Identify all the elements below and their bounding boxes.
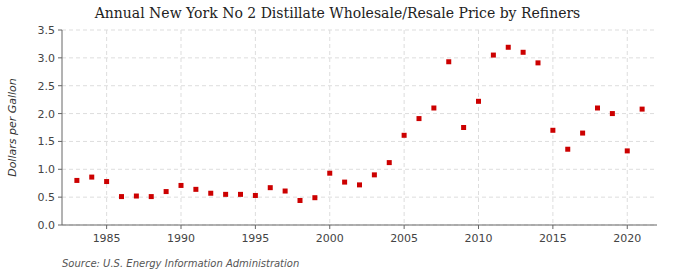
x-tick xyxy=(106,225,107,229)
y-tick-label: 0.5 xyxy=(38,191,56,204)
x-tick xyxy=(627,225,628,229)
x-grid-line xyxy=(329,30,330,225)
point xyxy=(446,59,451,64)
y-tick-label: 2.0 xyxy=(38,108,56,121)
chart-container: Annual New York No 2 Distillate Wholesal… xyxy=(0,0,675,275)
x-tick-label: 1990 xyxy=(167,232,195,245)
x-tick xyxy=(478,225,479,229)
y-grid-line xyxy=(62,30,657,31)
y-tick xyxy=(58,169,62,170)
x-grid-line xyxy=(404,30,405,225)
y-grid-line xyxy=(62,225,657,226)
point xyxy=(283,189,288,194)
y-grid-line xyxy=(62,169,657,170)
point xyxy=(253,193,258,198)
y-grid-line xyxy=(62,141,657,142)
y-tick-label: 1.5 xyxy=(38,135,56,148)
point xyxy=(387,160,392,165)
point xyxy=(312,195,317,200)
x-grid-line xyxy=(478,30,479,225)
x-tick-label: 1995 xyxy=(241,232,269,245)
x-grid-line xyxy=(181,30,182,225)
point xyxy=(357,182,362,187)
point xyxy=(164,189,169,194)
point xyxy=(74,178,79,183)
y-grid-line xyxy=(62,57,657,58)
y-tick xyxy=(58,57,62,58)
point xyxy=(238,192,243,197)
point xyxy=(134,194,139,199)
point xyxy=(193,187,198,192)
y-tick-label: 3.0 xyxy=(38,52,56,65)
x-tick xyxy=(329,225,330,229)
point xyxy=(342,180,347,185)
y-tick xyxy=(58,225,62,226)
point xyxy=(565,147,570,152)
x-tick xyxy=(404,225,405,229)
x-grid-line xyxy=(552,30,553,225)
points xyxy=(74,45,644,203)
point xyxy=(506,45,511,50)
point xyxy=(119,194,124,199)
x-tick-label: 2005 xyxy=(390,232,418,245)
point xyxy=(640,107,645,112)
point xyxy=(476,99,481,104)
y-grid-line xyxy=(62,113,657,114)
point xyxy=(595,106,600,111)
y-tick-label: 0.0 xyxy=(38,219,56,232)
point xyxy=(104,179,109,184)
x-tick-label: 2020 xyxy=(613,232,641,245)
chart-svg: Annual New York No 2 Distillate Wholesal… xyxy=(0,0,675,275)
point xyxy=(89,175,94,180)
x-grid-line xyxy=(106,30,107,225)
x-tick xyxy=(552,225,553,229)
y-tick-label: 1.0 xyxy=(38,163,56,176)
y-grid-line xyxy=(62,85,657,86)
point xyxy=(417,116,422,121)
point xyxy=(491,53,496,58)
point xyxy=(179,183,184,188)
y-tick xyxy=(58,141,62,142)
source-note: Source: U.S. Energy Information Administ… xyxy=(62,258,299,269)
point xyxy=(521,50,526,55)
point xyxy=(461,125,466,130)
y-tick xyxy=(58,113,62,114)
y-tick xyxy=(58,85,62,86)
point xyxy=(536,60,541,65)
point xyxy=(149,194,154,199)
x-tick-label: 1985 xyxy=(93,232,121,245)
point xyxy=(268,185,273,190)
point xyxy=(625,148,630,153)
point xyxy=(372,172,377,177)
x-tick xyxy=(255,225,256,229)
point xyxy=(610,111,615,116)
x-tick xyxy=(181,225,182,229)
x-tick-label: 2015 xyxy=(539,232,567,245)
y-tick-label: 2.5 xyxy=(38,80,56,93)
point xyxy=(431,106,436,111)
y-axis-label: Dollars per Gallon xyxy=(6,78,19,177)
point xyxy=(550,128,555,133)
x-tick-label: 2010 xyxy=(465,232,493,245)
x-tick-label: 2000 xyxy=(316,232,344,245)
y-tick-label: 3.5 xyxy=(38,24,56,37)
y-tick xyxy=(58,197,62,198)
chart-title: Annual New York No 2 Distillate Wholesal… xyxy=(94,5,581,21)
point xyxy=(223,192,228,197)
point xyxy=(402,133,407,138)
y-tick xyxy=(58,30,62,31)
point xyxy=(298,198,303,203)
point xyxy=(208,191,213,196)
point xyxy=(580,131,585,136)
grid xyxy=(62,30,657,225)
x-grid-line xyxy=(627,30,628,225)
axes: 0.0 0.5 1.0 1.5 2.0 2.5 3.0 3.5 1985 1990 1995 2000… xyxy=(38,24,658,245)
y-axis-line xyxy=(62,30,63,225)
point xyxy=(327,171,332,176)
x-axis-line xyxy=(62,225,657,226)
